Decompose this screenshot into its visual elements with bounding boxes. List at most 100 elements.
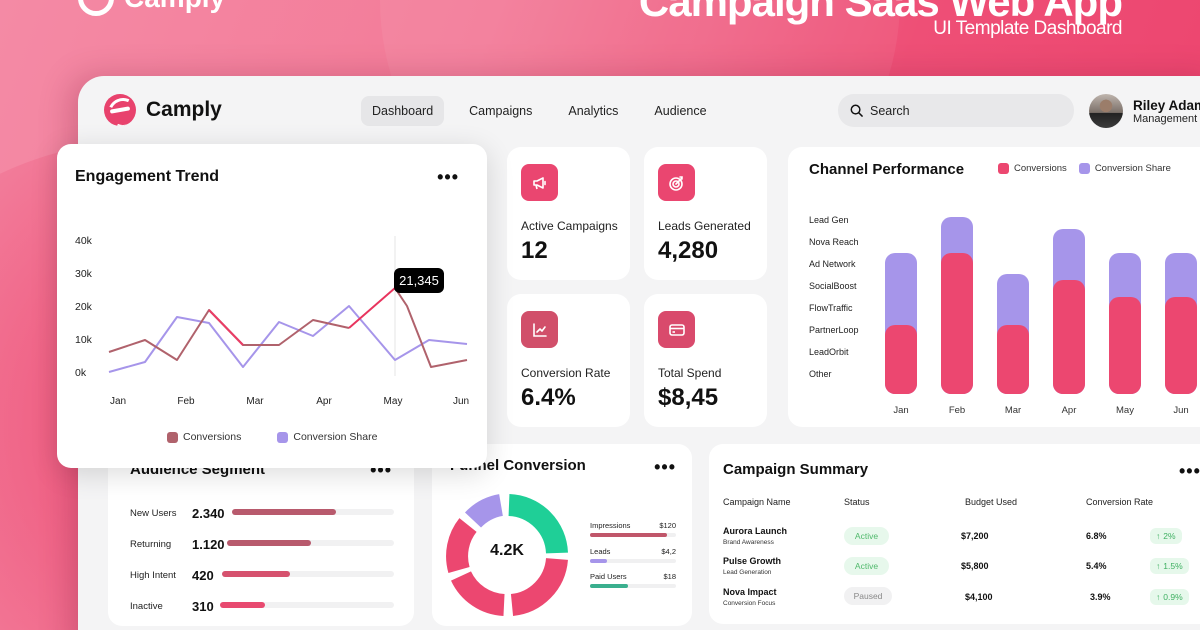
kpi-label: Leads Generated [658, 219, 751, 233]
nav-campaigns[interactable]: Campaigns [469, 104, 533, 118]
more-options-icon[interactable]: ••• [1179, 461, 1200, 481]
kpi-value: $8,45 [658, 384, 719, 411]
card-title: Campaign Summary [723, 461, 869, 478]
y-tick: 20k [75, 301, 93, 313]
funnel-bar-fill [590, 559, 608, 563]
column-header[interactable]: Budget Used [965, 497, 1018, 507]
main-nav: Dashboard Campaigns Analytics Audience [361, 96, 718, 126]
campaign-name[interactable]: Nova Impact [723, 587, 777, 597]
engagement-trend-card: Engagement Trend ••• 40k 30k 20k 10k 0k … [57, 144, 487, 468]
legend-conversions[interactable]: Conversions [998, 163, 1067, 174]
x-tick: Feb [948, 405, 966, 416]
chart-legend: Conversions Conversion Share [998, 163, 1171, 174]
x-tick: Jan [110, 396, 126, 407]
kpi-leads-generated[interactable]: Leads Generated 4,280 [644, 147, 767, 280]
nav-analytics[interactable]: Analytics [568, 104, 619, 118]
conversion-rate: 5.4% [1086, 561, 1107, 571]
kpi-label: Active Campaigns [521, 219, 618, 233]
column-header[interactable]: Status [844, 497, 870, 507]
channel-label: Lead Gen [809, 215, 849, 225]
funnel-row: Leads $4,2 [590, 547, 676, 563]
segment-row: Returning 1.120 [130, 537, 231, 552]
column-header[interactable]: Conversion Rate [1086, 497, 1154, 507]
arrow-up-icon: ↑ [1156, 592, 1161, 602]
channel-label: Nova Reach [809, 237, 859, 247]
nav-dashboard[interactable]: Dashboard [361, 96, 445, 126]
segment-bar-fill [220, 602, 265, 608]
app-logo[interactable]: Camply [104, 94, 222, 126]
search-bar[interactable] [838, 94, 1074, 127]
topbar: Camply Dashboard Campaigns Analytics Aud… [78, 76, 1200, 146]
channel-label: LeadOrbit [809, 347, 849, 357]
segment-bar [220, 602, 394, 608]
bar-conversions [1165, 297, 1197, 394]
line-chart: 40k 30k 20k 10k 0k Jan Feb Mar Apr May J… [75, 235, 469, 407]
conversion-rate: 6.8% [1086, 531, 1107, 541]
channel-labels: Lead Gen Nova Reach Ad Network SocialBoo… [809, 215, 859, 391]
x-tick: May [1116, 405, 1134, 416]
funnel-value: $120 [659, 521, 676, 530]
campaign-name[interactable]: Pulse Growth [723, 556, 782, 566]
y-tick: 0k [75, 367, 87, 379]
funnel-bar-fill [590, 533, 668, 537]
legend-label: Conversions [183, 431, 242, 443]
segment-value: 420 [192, 568, 214, 583]
campaign-type: Brand Awareness [723, 539, 774, 546]
campaign-summary-card: Campaign Summary ••• Campaign Name Statu… [709, 444, 1200, 624]
budget-used: $7,200 [961, 531, 989, 541]
user-profile[interactable]: Riley Adams Management [1089, 94, 1200, 128]
more-options-icon[interactable]: ••• [654, 457, 676, 477]
status-badge: Active [844, 557, 889, 575]
segment-row: High Intent 420 [130, 568, 220, 583]
y-tick: 40k [75, 235, 93, 247]
kpi-value: 6.4% [521, 384, 576, 411]
y-tick: 30k [75, 268, 93, 280]
x-tick: Mar [246, 396, 264, 407]
campaign-type: Lead Generation [723, 569, 772, 576]
x-tick: Apr [1061, 405, 1077, 416]
x-tick: Mar [1004, 405, 1022, 416]
megaphone-icon [521, 164, 558, 201]
segment-bar [227, 540, 394, 546]
arrow-up-icon: ↑ [1156, 561, 1161, 571]
audience-segment-card: Audience Segment ••• New Users 2.340 Ret… [108, 445, 414, 626]
kpi-active-campaigns[interactable]: Active Campaigns 12 [507, 147, 630, 280]
card-title: Channel Performance [809, 161, 965, 178]
bar-conversions [885, 325, 917, 394]
campaign-type: Conversion Focus [723, 600, 776, 607]
user-role: Management [1133, 112, 1198, 125]
donut-center-value: 4.2K [490, 542, 524, 559]
nav-audience[interactable]: Audience [654, 104, 707, 118]
logo-text: Camply [146, 98, 222, 121]
kpi-label: Total Spend [658, 366, 722, 380]
channel-label: FlowTraffic [809, 303, 853, 313]
more-options-icon[interactable]: ••• [437, 167, 459, 187]
legend-label: Conversion Share [293, 431, 378, 443]
bar-conversions [1053, 280, 1085, 394]
bar-conversions [941, 253, 973, 394]
hero-title: Campaign Saas Web App [638, 0, 1123, 25]
search-icon [850, 104, 863, 117]
chart-legend: Conversions Conversion Share [167, 431, 377, 443]
bar-conversions [997, 325, 1029, 394]
hero-brand: Camply [78, 0, 225, 16]
legend-swatch-icon [277, 431, 289, 443]
delta-value: 0.9% [1163, 592, 1183, 602]
legend-conversions[interactable]: Conversions [167, 431, 241, 443]
campaign-name[interactable]: Aurora Launch [723, 526, 788, 536]
channel-label: Ad Network [809, 259, 856, 269]
kpi-conversion-rate[interactable]: Conversion Rate 6.4% [507, 294, 630, 427]
conversion-rate: 3.9% [1090, 592, 1111, 602]
search-input[interactable] [870, 103, 1050, 118]
legend-conversion-share[interactable]: Conversion Share [277, 431, 377, 443]
budget-used: $4,100 [965, 592, 993, 602]
legend-conversion-share[interactable]: Conversion Share [1078, 163, 1171, 174]
card-title: Engagement Trend [75, 168, 220, 185]
avatar[interactable] [1089, 94, 1123, 128]
segment-bar [232, 509, 394, 515]
column-header[interactable]: Campaign Name [723, 497, 791, 507]
y-tick: 10k [75, 334, 93, 346]
kpi-total-spend[interactable]: Total Spend $8,45 [644, 294, 767, 427]
kpi-label: Conversion Rate [521, 366, 611, 380]
channel-label: Other [809, 369, 832, 379]
